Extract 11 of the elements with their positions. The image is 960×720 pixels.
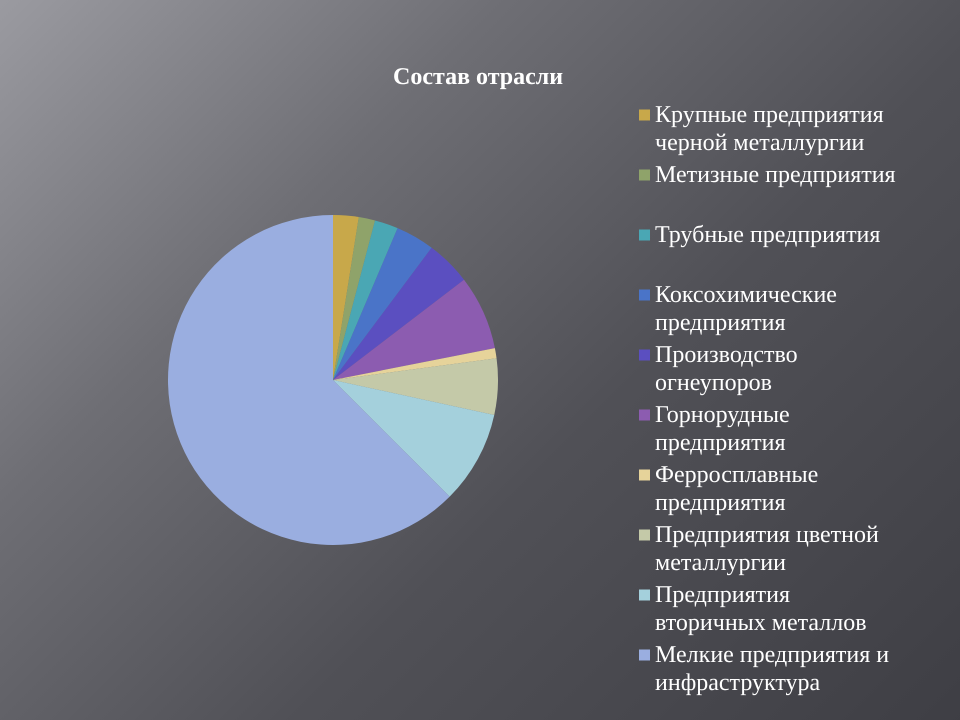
legend-label: Коксохимические предприятия — [655, 282, 837, 336]
legend-label: Предприятия вторичных металлов — [655, 582, 867, 636]
chart-title: Состав отрасли — [393, 64, 564, 90]
legend-label: Ферросплавные предприятия — [655, 462, 818, 516]
legend-label: Предприятия цветной металлургии — [655, 522, 879, 576]
legend-label: Метизные предприятия — [655, 162, 896, 188]
legend-label: Крупные предприятия черной металлургии — [655, 102, 884, 156]
legend-label: Мелкие предприятия и инфраструктура — [655, 642, 890, 696]
legend-label: Производство огнеупоров — [655, 342, 798, 396]
legend-label: Трубные предприятия — [655, 222, 880, 248]
legend-label: Горнорудные предприятия — [655, 402, 790, 456]
